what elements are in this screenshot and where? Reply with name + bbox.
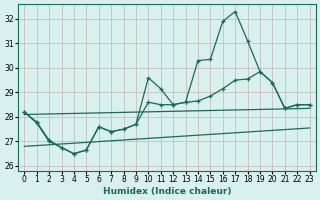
X-axis label: Humidex (Indice chaleur): Humidex (Indice chaleur) bbox=[103, 187, 231, 196]
